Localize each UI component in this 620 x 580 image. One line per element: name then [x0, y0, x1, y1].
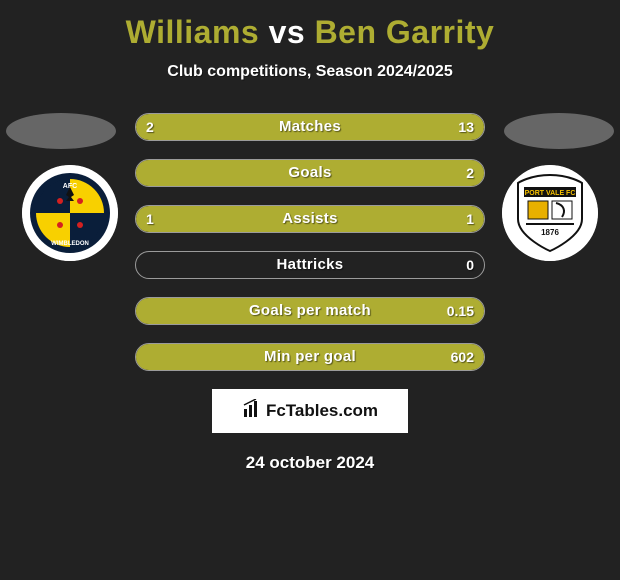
- title-vs: vs: [269, 14, 306, 50]
- chart-icon: [242, 399, 262, 424]
- stat-label: Goals: [136, 160, 484, 186]
- stat-bar: Hattricks0: [135, 251, 485, 279]
- title-player1: Williams: [126, 14, 260, 50]
- stat-label: Goals per match: [136, 298, 484, 324]
- stat-label: Assists: [136, 206, 484, 232]
- svg-text:AFC: AFC: [63, 183, 77, 190]
- stat-bar: Goals2: [135, 159, 485, 187]
- brand-label: FcTables.com: [242, 399, 378, 424]
- comparison-layout: AFC WIMBLEDON PORT VALE FC 1876 Matches2…: [0, 113, 620, 473]
- stat-label: Matches: [136, 114, 484, 140]
- stat-value-right: 13: [458, 114, 474, 140]
- club2-badge: PORT VALE FC 1876: [502, 165, 598, 261]
- stat-value-left: 1: [146, 206, 154, 232]
- page-title: Williams vs Ben Garrity: [0, 0, 620, 51]
- comparison-bars: Matches213Goals2Assists11Hattricks0Goals…: [135, 113, 485, 371]
- svg-text:1876: 1876: [541, 228, 559, 237]
- stat-value-left: 2: [146, 114, 154, 140]
- svg-text:WIMBLEDON: WIMBLEDON: [51, 241, 89, 247]
- stat-label: Min per goal: [136, 344, 484, 370]
- stat-value-right: 602: [451, 344, 474, 370]
- stat-value-right: 0.15: [447, 298, 474, 324]
- stat-bar: Matches2 13: [135, 113, 485, 141]
- stat-value-right: 2: [466, 160, 474, 186]
- club1-badge: AFC WIMBLEDON: [22, 165, 118, 261]
- stat-bar: Assists1 1: [135, 205, 485, 233]
- stat-bar: Goals per match0.15: [135, 297, 485, 325]
- stat-label: Hattricks: [136, 252, 484, 278]
- player1-photo-placeholder: [6, 113, 116, 149]
- player2-photo-placeholder: [504, 113, 614, 149]
- brand-text: FcTables.com: [266, 401, 378, 421]
- stat-value-right: 0: [466, 252, 474, 278]
- svg-text:PORT VALE FC: PORT VALE FC: [525, 190, 576, 197]
- port-vale-crest-icon: PORT VALE FC 1876: [502, 165, 598, 261]
- title-player2: Ben Garrity: [315, 14, 495, 50]
- stat-bar: Min per goal602: [135, 343, 485, 371]
- afc-wimbledon-crest-icon: AFC WIMBLEDON: [22, 165, 118, 261]
- brand-box: FcTables.com: [212, 389, 408, 433]
- stat-value-right: 1: [466, 206, 474, 232]
- subtitle: Club competitions, Season 2024/2025: [0, 63, 620, 81]
- date-label: 24 october 2024: [0, 453, 620, 473]
